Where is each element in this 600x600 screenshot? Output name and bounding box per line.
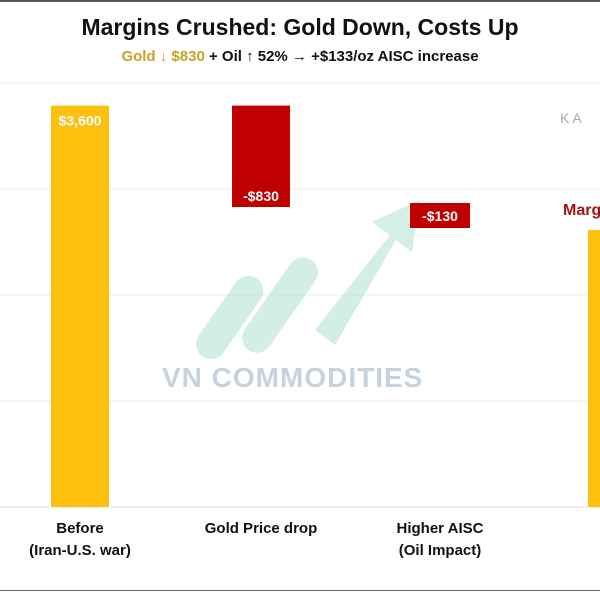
x-tick-line: (Iran-U.S. war) [29,542,131,559]
x-tick-label: Before (Iran-U.S. war) [0,518,170,562]
x-tick-line: Before [56,520,104,537]
bar [410,203,470,228]
x-tick-line: (Oil Impact) [398,542,482,559]
bottom-border [0,590,600,591]
logo-stroke-1 [196,275,264,360]
x-tick-line: Higher AISC [396,520,484,537]
chart-title: Margins Crushed: Gold Down, Costs Up [81,14,519,40]
chart-subtitle: Gold ↓ $830 + Oil ↑ 52% → +$133/oz AISC … [0,48,600,65]
x-tick-line: Gold Price drop [204,520,318,537]
data-label: -$130 [422,208,458,224]
logo-arrow [315,200,420,345]
watermark-text: VN COMMODITIES [162,362,424,393]
data-label: Marg [563,202,600,219]
subtitle-rest: + Oil ↑ 52% → +$133/oz AISC increase [204,48,479,65]
bar [51,105,109,507]
arrow-logo-watermark [196,200,420,360]
data-label: $3,600 [59,113,102,129]
logo-stroke-2 [242,257,318,353]
corner-logo: KA [560,110,585,126]
bar-margin [588,230,600,507]
x-tick-label: Higher AISC (Oil Impact) [350,518,530,562]
bar [232,105,290,207]
top-border [0,0,600,2]
x-tick-label: Gold Price drop [171,518,351,540]
data-label: -$830 [243,188,279,204]
subtitle-gold: Gold ↓ $830 [121,48,205,65]
